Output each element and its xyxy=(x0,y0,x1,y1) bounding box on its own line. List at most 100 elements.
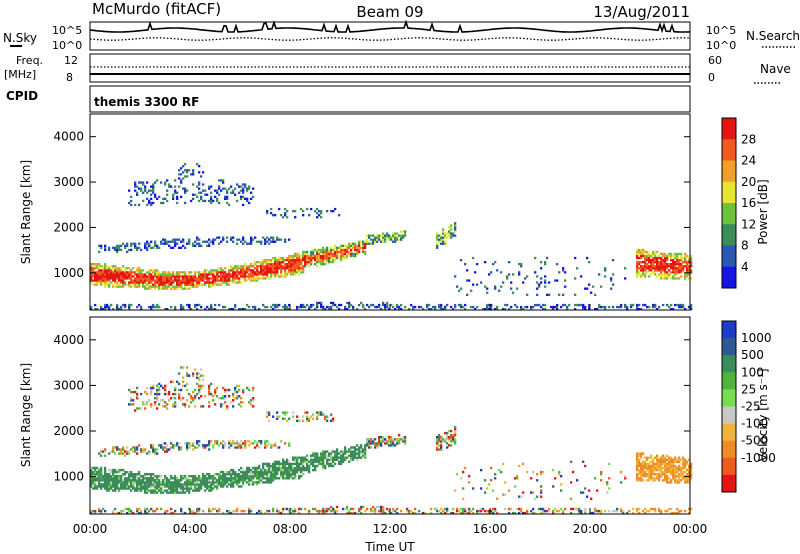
power-cell xyxy=(194,303,197,307)
velocity-cell xyxy=(204,444,207,447)
power-cell xyxy=(298,261,301,264)
power-cell xyxy=(342,250,345,254)
power-cell xyxy=(148,201,151,205)
velocity-cell xyxy=(690,477,693,480)
power-cell xyxy=(302,271,305,274)
velocity-cell xyxy=(500,470,503,474)
power-cell xyxy=(164,242,167,245)
power-cell xyxy=(662,265,665,268)
velocity-cell xyxy=(94,470,97,474)
power-cell xyxy=(376,240,379,243)
velocity-cell xyxy=(664,458,667,461)
velocity-cell xyxy=(358,507,361,511)
velocity-cell xyxy=(136,397,139,400)
velocity-cell xyxy=(150,491,153,494)
power-cell xyxy=(640,261,643,264)
velocity-cell xyxy=(664,466,667,470)
power-cell xyxy=(182,308,185,311)
power-cell xyxy=(184,273,187,276)
power-cell xyxy=(358,303,361,307)
velocity-cell xyxy=(226,407,229,410)
power-cell xyxy=(182,244,185,247)
power-cell xyxy=(242,183,245,186)
velocity-cell xyxy=(232,392,235,396)
velocity-cell xyxy=(570,481,573,484)
velocity-cell xyxy=(156,485,159,488)
velocity-cell xyxy=(318,460,321,463)
velocity-cell xyxy=(314,454,317,457)
power-cell xyxy=(146,203,149,207)
power-cell xyxy=(380,308,383,311)
velocity-cell xyxy=(364,444,367,447)
velocity-cell xyxy=(326,456,329,459)
velocity-cell xyxy=(248,507,251,511)
velocity-cell xyxy=(224,479,227,482)
power-cell xyxy=(292,261,295,264)
power-cell xyxy=(174,240,177,243)
velocity-cell xyxy=(118,468,121,472)
velocity-cell xyxy=(264,481,267,484)
power-cell xyxy=(176,191,179,194)
power-cell xyxy=(230,191,233,194)
velocity-cell xyxy=(202,444,205,447)
velocity-cell xyxy=(232,440,235,443)
velocity-cell xyxy=(354,450,357,453)
power-cell xyxy=(142,181,145,184)
power-cell xyxy=(272,240,275,243)
power-cell xyxy=(228,279,231,282)
velocity-cell xyxy=(188,446,191,449)
velocity-cell xyxy=(166,403,169,406)
velocity-data-cells xyxy=(90,366,693,515)
velocity-cell xyxy=(450,440,453,443)
power-cell xyxy=(592,285,595,288)
velocity-cell xyxy=(638,468,641,472)
power-cell xyxy=(224,275,227,278)
velocity-cell xyxy=(208,384,211,388)
velocity-cell xyxy=(214,388,217,392)
velocity-cell xyxy=(284,468,287,472)
velocity-cell xyxy=(218,479,221,482)
time-tick-label: 00:00 xyxy=(73,522,108,536)
velocity-cell xyxy=(140,479,143,482)
power-cell xyxy=(662,273,665,276)
velocity-cell xyxy=(690,475,693,478)
velocity-cell xyxy=(116,481,119,484)
power-cell xyxy=(536,303,539,307)
power-cell xyxy=(270,269,273,272)
power-cell xyxy=(246,187,249,190)
power-cell xyxy=(110,265,113,268)
power-cell xyxy=(434,308,437,311)
velocity-cell xyxy=(244,479,247,482)
velocity-cell xyxy=(662,466,665,470)
power-cell xyxy=(586,287,589,290)
velocity-cell xyxy=(126,483,129,486)
power-cell xyxy=(374,238,377,241)
velocity-cell xyxy=(262,470,265,474)
velocity-cell xyxy=(118,487,121,490)
power-cell xyxy=(252,273,255,276)
velocity-cell xyxy=(220,483,223,486)
velocity-cell xyxy=(652,462,655,466)
power-cell xyxy=(362,250,365,254)
velocity-cell xyxy=(442,440,445,443)
velocity-cell xyxy=(380,442,383,445)
power-cell xyxy=(290,254,293,258)
power-cell xyxy=(656,259,659,262)
power-cell xyxy=(148,279,151,282)
velocity-cell xyxy=(246,475,249,478)
velocity-colorbar-swatch xyxy=(722,406,736,425)
power-cell xyxy=(320,210,323,213)
velocity-cell xyxy=(300,468,303,472)
velocity-cell xyxy=(304,456,307,459)
velocity-cell xyxy=(238,477,241,480)
power-cell xyxy=(210,283,213,286)
velocity-y-tick-label: 2000 xyxy=(53,424,84,438)
velocity-ylabel: Slant Range [km] xyxy=(19,363,33,467)
velocity-cell xyxy=(202,477,205,480)
power-cell xyxy=(132,275,135,278)
velocity-cell xyxy=(164,405,167,408)
power-cell xyxy=(344,244,347,247)
power-cell xyxy=(506,303,509,307)
velocity-cell xyxy=(624,477,627,480)
velocity-cell xyxy=(158,386,161,390)
